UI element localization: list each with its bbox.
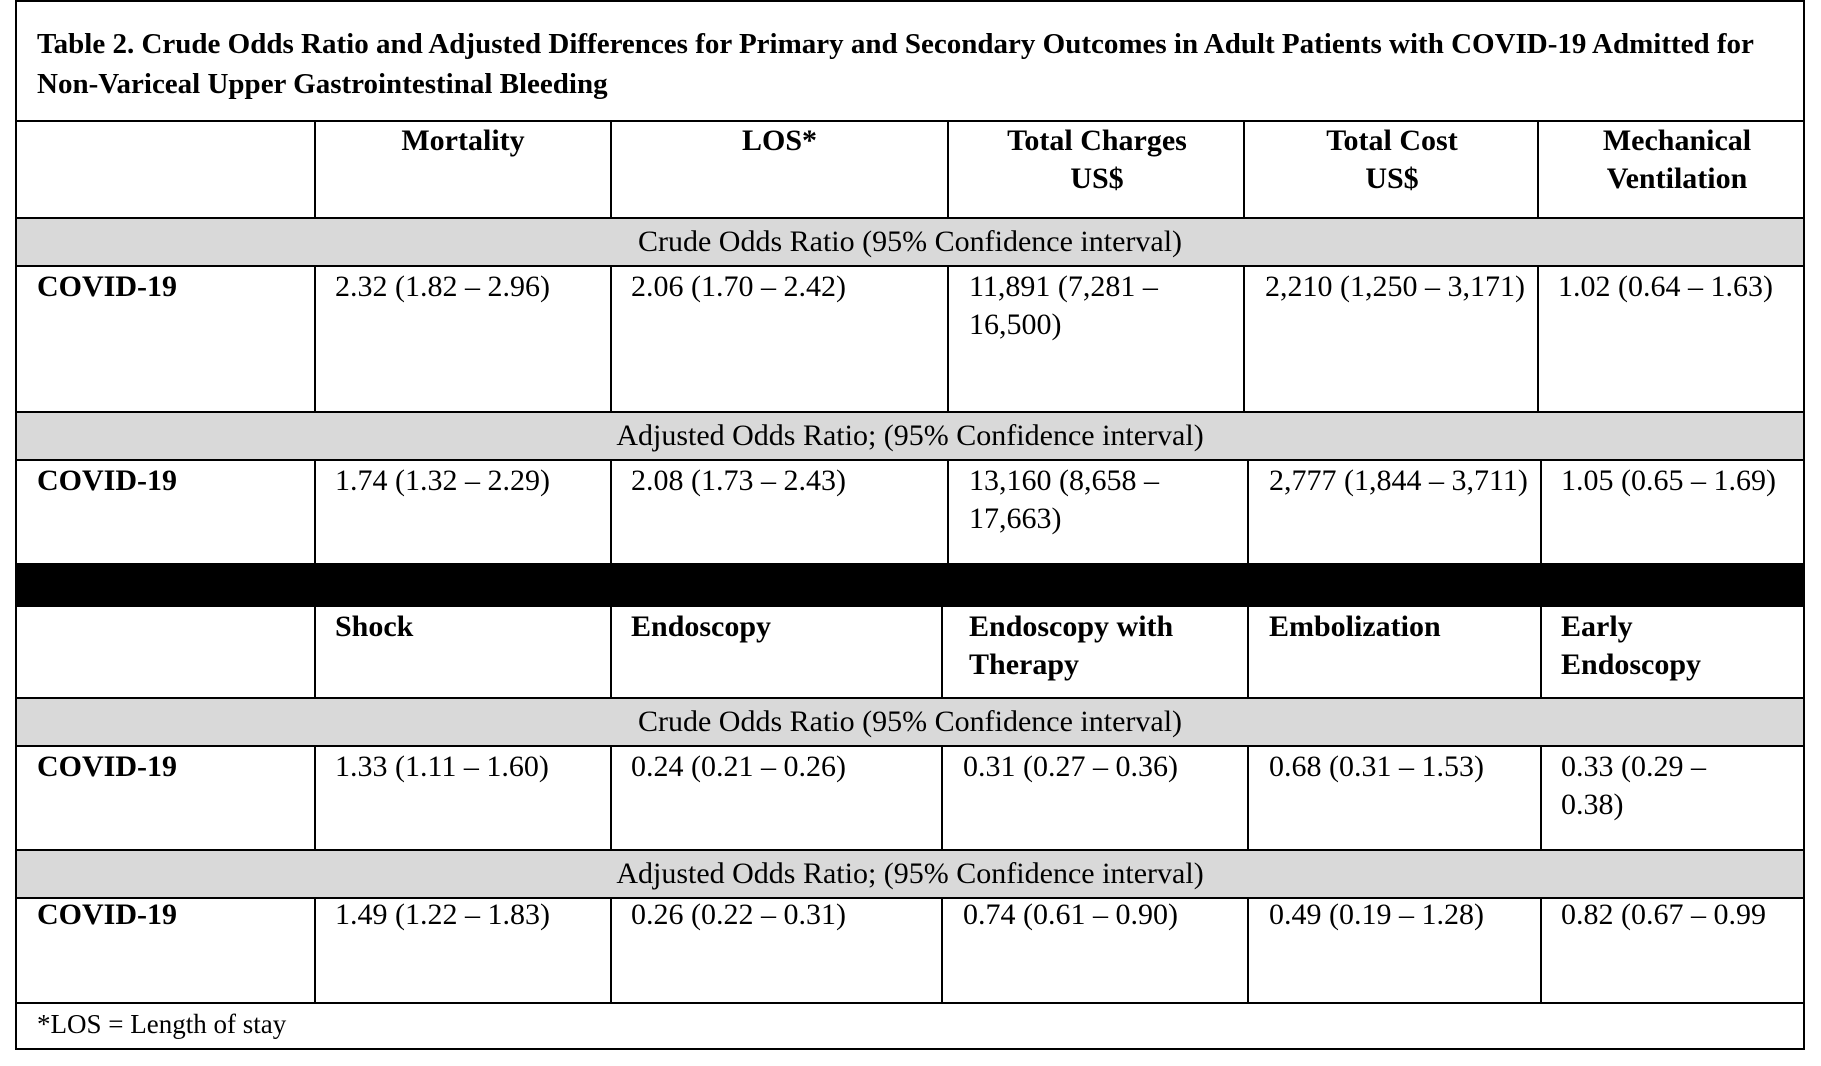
- row-label: COVID-19: [37, 464, 177, 497]
- table-cell: 1.33 (1.11 – 1.60): [335, 750, 549, 783]
- column-header-endoscopy: Endoscopy: [631, 610, 772, 643]
- column-divider: [1247, 745, 1249, 850]
- row-label: COVID-19: [37, 270, 177, 303]
- table-cell: 0.49 (0.19 – 1.28): [1269, 898, 1484, 931]
- column-header-embolization: Embolization: [1269, 610, 1441, 643]
- column-divider: [1540, 897, 1542, 1003]
- divider: [17, 745, 1803, 747]
- column-divider: [1247, 459, 1249, 563]
- table-cell: 1.02 (0.64 – 1.63): [1558, 270, 1773, 303]
- column-divider: [941, 897, 943, 1003]
- column-divider: [947, 265, 949, 412]
- table-cell: 2,210 (1,250 – 3,171): [1265, 270, 1525, 303]
- column-header-los: LOS*: [741, 124, 818, 157]
- divider: [17, 411, 1803, 413]
- row-label: COVID-19: [37, 750, 177, 783]
- table-cell: 11,891 (7,281 – 16,500): [969, 270, 1158, 341]
- table-title: Table 2. Crude Odds Ratio and Adjusted D…: [37, 28, 1754, 100]
- column-header-endoscopy-with-therapy: Endoscopy with Therapy: [969, 610, 1174, 681]
- column-header-mortality: Mortality: [401, 124, 525, 157]
- column-divider: [610, 605, 612, 698]
- column-divider: [314, 459, 316, 563]
- divider: [17, 605, 1803, 607]
- section-separator-bar: [17, 563, 1803, 605]
- column-divider: [1247, 897, 1249, 1003]
- table-cell: 1.05 (0.65 – 1.69): [1561, 464, 1776, 497]
- column-divider: [1540, 459, 1542, 563]
- table-cell: 0.33 (0.29 – 0.38): [1561, 750, 1706, 821]
- column-divider: [941, 605, 943, 698]
- table-cell: 2,777 (1,844 – 3,711): [1269, 464, 1528, 497]
- column-divider: [1537, 265, 1539, 412]
- column-divider: [1540, 605, 1542, 698]
- column-divider: [947, 120, 949, 218]
- divider: [17, 1002, 1803, 1004]
- column-header-early-endoscopy: Early Endoscopy: [1561, 610, 1702, 681]
- column-divider: [610, 745, 612, 850]
- column-divider: [610, 459, 612, 563]
- table-cell: 13,160 (8,658 – 17,663): [969, 464, 1159, 535]
- column-header-total-cost: Total Cost US$: [1326, 124, 1458, 195]
- column-divider: [610, 265, 612, 412]
- table-cell: 0.74 (0.61 – 0.90): [963, 898, 1178, 931]
- adjusted-odds-ratio-band: Adjusted Odds Ratio; (95% Confidence int…: [17, 413, 1803, 459]
- column-divider: [1243, 120, 1245, 218]
- table-cell: 1.74 (1.32 – 2.29): [335, 464, 550, 497]
- footnote: *LOS = Length of stay: [37, 1009, 287, 1039]
- table-cell: 0.24 (0.21 – 0.26): [631, 750, 846, 783]
- table-frame: Table 2. Crude Odds Ratio and Adjusted D…: [15, 0, 1805, 1050]
- column-divider: [610, 120, 612, 218]
- column-divider: [947, 459, 949, 563]
- divider: [17, 217, 1803, 219]
- adjusted-odds-ratio-band: Adjusted Odds Ratio; (95% Confidence int…: [17, 851, 1803, 897]
- table-cell: 0.68 (0.31 – 1.53): [1269, 750, 1484, 783]
- crude-odds-ratio-band: Crude Odds Ratio (95% Confidence interva…: [17, 699, 1803, 745]
- column-divider: [1243, 265, 1245, 412]
- table-cell: 2.06 (1.70 – 2.42): [631, 270, 846, 303]
- column-divider: [314, 897, 316, 1003]
- row-label: COVID-19: [37, 898, 177, 931]
- divider: [17, 120, 1803, 122]
- table-cell: 1.49 (1.22 – 1.83): [335, 898, 550, 931]
- column-header-shock: Shock: [335, 610, 414, 643]
- column-divider: [1537, 120, 1539, 218]
- column-divider: [314, 120, 316, 218]
- table-cell: 0.26 (0.22 – 0.31): [631, 898, 846, 931]
- divider: [17, 849, 1803, 851]
- divider: [17, 897, 1803, 899]
- table-cell: 0.31 (0.27 – 0.36): [963, 750, 1178, 783]
- table-cell: 0.82 (0.67 – 0.99: [1561, 898, 1766, 931]
- divider: [17, 265, 1803, 267]
- column-divider: [1540, 745, 1542, 850]
- column-divider: [314, 745, 316, 850]
- column-divider: [314, 265, 316, 412]
- table-cell: 2.32 (1.82 – 2.96): [335, 270, 550, 303]
- divider: [17, 697, 1803, 699]
- table-cell: 2.08 (1.73 – 2.43): [631, 464, 846, 497]
- column-divider: [941, 745, 943, 850]
- column-divider: [314, 605, 316, 698]
- column-header-mechanical-ventilation: Mechanical Ventilation: [1602, 124, 1752, 195]
- divider: [17, 459, 1803, 461]
- column-header-total-charges: Total Charges US$: [1007, 124, 1187, 195]
- column-divider: [1247, 605, 1249, 698]
- column-divider: [610, 897, 612, 1003]
- crude-odds-ratio-band: Crude Odds Ratio (95% Confidence interva…: [17, 219, 1803, 265]
